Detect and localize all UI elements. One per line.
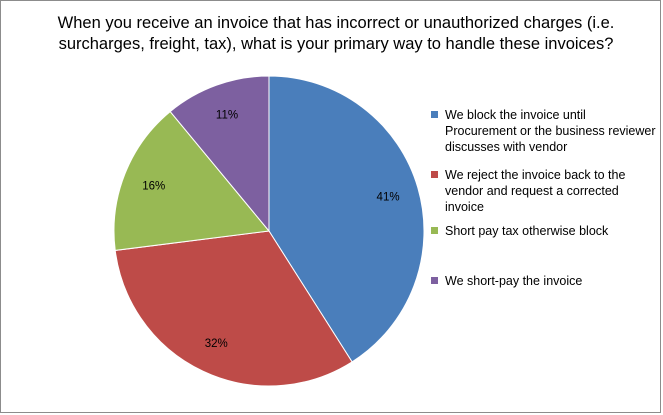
pie-slice-short-pay-invoice [169,75,270,233]
data-label-short-pay-invoice: 11% [216,109,238,121]
legend-label: We reject the invoice back to the vendor… [445,168,626,214]
data-label-reject-invoice: 32% [205,338,228,350]
pie-slice-reject-invoice [114,230,353,387]
legend-item-short-pay-tax: Short pay tax otherwise block [431,223,659,239]
legend-item-block-invoice: We block the invoice until Procurement o… [431,107,659,155]
legend-swatch [431,277,438,284]
legend-label: We short-pay the invoice [445,274,583,288]
legend-label: Short pay tax otherwise block [445,224,609,238]
legend: We block the invoice until Procurement o… [431,107,659,289]
pie-slice-block-invoice [268,75,425,363]
legend-swatch [431,111,438,118]
legend-swatch [431,171,438,178]
pie-slice-short-pay-tax [113,110,270,251]
data-label-short-pay-tax: 16% [142,180,165,192]
legend-label: We block the invoice until Procurement o… [445,108,656,154]
chart-title: When you receive an invoice that has inc… [57,14,615,53]
legend-swatch [431,227,438,234]
legend-item-reject-invoice: We reject the invoice back to the vendor… [431,167,659,214]
legend-item-short-pay-invoice: We short-pay the invoice [431,273,659,289]
data-label-block-invoice: 41% [377,191,400,203]
